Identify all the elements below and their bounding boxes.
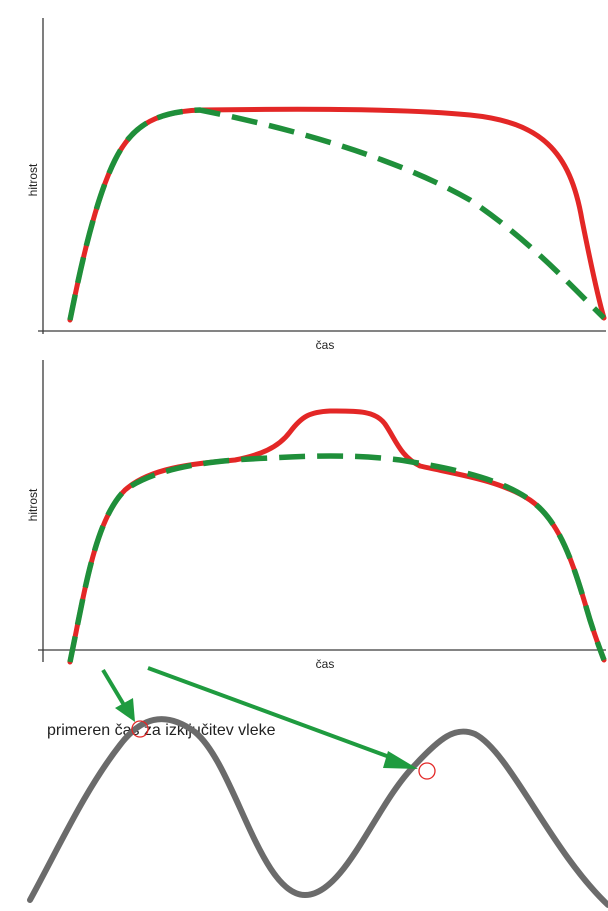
terrain-wave — [27, 716, 608, 908]
top-reference-speed-curve — [67, 107, 606, 321]
arrow-to-marker-1 — [101, 668, 135, 722]
switch-off-marker-1 — [131, 720, 149, 738]
arrow-1-shaft — [101, 668, 126, 707]
middle-chart: hitrost čas — [26, 360, 607, 671]
middle-y-axis-label: hitrost — [26, 488, 40, 521]
top-actual-speed-curve — [67, 106, 607, 323]
arrow-1-head — [115, 698, 135, 722]
middle-reference-speed-curve — [67, 453, 607, 663]
annotation-text: primeren čas za izključitev vleke — [47, 722, 276, 739]
bottom-diagram: primeren čas za izključitev vleke — [27, 666, 608, 908]
middle-x-axis-label: čas — [316, 657, 335, 671]
top-x-axis-label: čas — [316, 338, 335, 352]
arrow-2-head — [383, 751, 418, 769]
top-chart: hitrost čas — [26, 18, 607, 352]
arrow-2-shaft — [147, 666, 396, 761]
top-y-axis-label: hitrost — [26, 163, 40, 196]
arrow-to-marker-2 — [147, 666, 418, 769]
switch-off-marker-2 — [418, 762, 436, 780]
middle-actual-speed-curve — [67, 408, 607, 665]
